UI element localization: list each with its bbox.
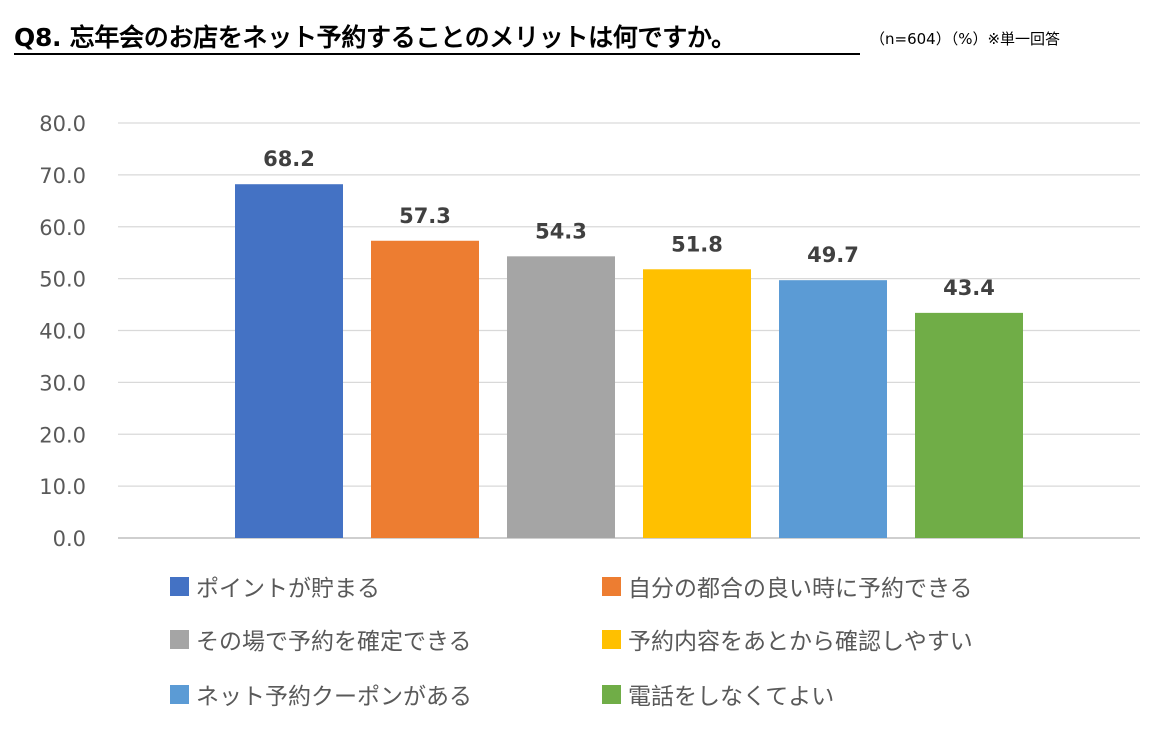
y-tick-label: 0.0 [53,527,86,551]
data-label: 51.8 [671,232,723,256]
legend-swatch [602,576,621,596]
legend-item: ポイントが貯まる [170,568,380,604]
legend-swatch [602,629,621,649]
y-tick-label: 70.0 [39,164,86,188]
y-tick-label: 40.0 [39,320,86,344]
y-tick-label: 60.0 [39,216,86,240]
legend-label: 電話をしなくてよい [628,684,835,710]
legend-swatch [170,629,189,649]
bars [235,184,1023,538]
bar [915,312,1023,538]
data-label: 54.3 [535,219,587,243]
legend-item: 電話をしなくてよい [602,676,834,712]
bar [779,280,887,538]
legend-swatch [170,684,189,704]
y-tick-label: 80.0 [39,112,86,136]
legend-item: ネット予約クーポンがある [170,676,472,712]
legend-label: ネット予約クーポンがある [196,684,472,710]
legend-item: その場で予約を確定できる [170,621,472,657]
bar [235,184,343,538]
data-labels: 68.2 57.3 54.3 51.8 49.7 43.4 [263,147,995,300]
legend-label: ポイントが貯まる [196,576,380,602]
data-label: 43.4 [943,276,995,300]
y-tick-label: 20.0 [39,423,86,447]
bar-chart: 0.0 10.0 20.0 30.0 40.0 50.0 60.0 70.0 80.0 68.2… [39,112,1140,551]
data-label: 57.3 [399,204,451,228]
sample-note: （n=604）（%）※単一回答 [870,30,1061,48]
chart-title: Q8. 忘年会のお店をネット予約することのメリットは何ですか。 [14,23,736,52]
legend-item: 予約内容をあとから確認しやすい [602,621,973,657]
bar [643,269,751,538]
legend-swatch [602,684,621,704]
chart-header: Q8. 忘年会のお店をネット予約することのメリットは何ですか。 （n=604）（… [14,14,1154,55]
legend-label: 自分の都合の良い時に予約できる [628,576,973,602]
legend-swatch [170,576,189,596]
y-tick-label: 50.0 [39,268,86,292]
data-label: 49.7 [807,243,859,267]
title-underline [14,53,860,55]
y-tick-label: 30.0 [39,371,86,395]
legend: ポイントが貯まる 自分の都合の良い時に予約できるその場で予約を確定できる 予約内容を… [170,568,1070,728]
data-label: 68.2 [263,147,315,171]
legend-item: 自分の都合の良い時に予約できる [602,568,973,604]
y-tick-label: 10.0 [39,475,86,499]
y-axis-ticks: 0.0 10.0 20.0 30.0 40.0 50.0 60.0 70.0 80.0 [39,112,86,551]
bar [507,256,615,538]
legend-label: 予約内容をあとから確認しやすい [628,629,973,655]
legend-label: その場で予約を確定できる [196,629,472,655]
bar [371,240,479,538]
